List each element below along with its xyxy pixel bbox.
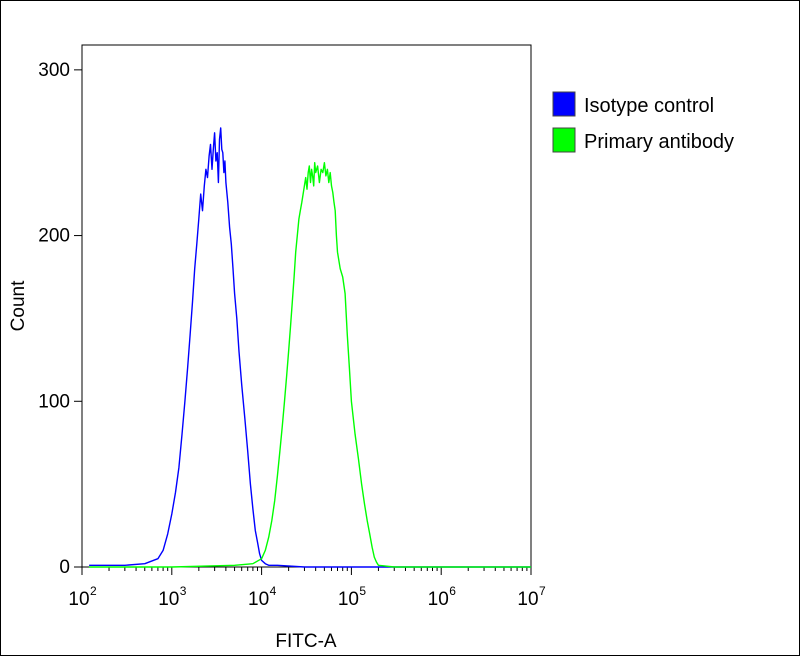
x-axis-label: FITC-A [275,631,337,652]
x-tick-label: 10 [248,589,269,610]
x-tick-exponent: 3 [180,584,187,598]
y-axis-label: Count [8,280,29,331]
legend-swatch [552,91,576,117]
y-tick-label: 200 [38,226,70,247]
y-tick-label: 100 [38,391,70,412]
x-tick-label: 10 [428,589,449,610]
y-tick-label: 300 [38,60,70,81]
x-tick-exponent: 6 [449,584,456,598]
series-layer [89,127,531,568]
series-line-primary-antibody [89,161,531,568]
series-line-isotype-control [89,127,531,568]
x-axis: 10 2 10 3 10 4 10 5 10 6 10 7 [68,567,546,610]
x-tick-label: 10 [338,589,359,610]
legend-label: Isotype control [584,95,714,117]
y-axis: 0 100 200 300 [38,60,82,578]
x-tick-label: 10 [68,589,89,610]
x-tick-exponent: 2 [90,584,97,598]
x-tick-exponent: 5 [359,584,366,598]
x-tick-label: 10 [517,589,538,610]
x-tick-exponent: 4 [270,584,277,598]
legend: Isotype control Primary antibody [552,91,734,153]
legend-swatch [552,127,576,153]
legend-label: Primary antibody [584,131,734,153]
plot-area [81,44,532,568]
x-tick-exponent: 7 [539,584,546,598]
x-tick-label: 10 [158,589,179,610]
y-tick-label: 0 [59,557,70,578]
